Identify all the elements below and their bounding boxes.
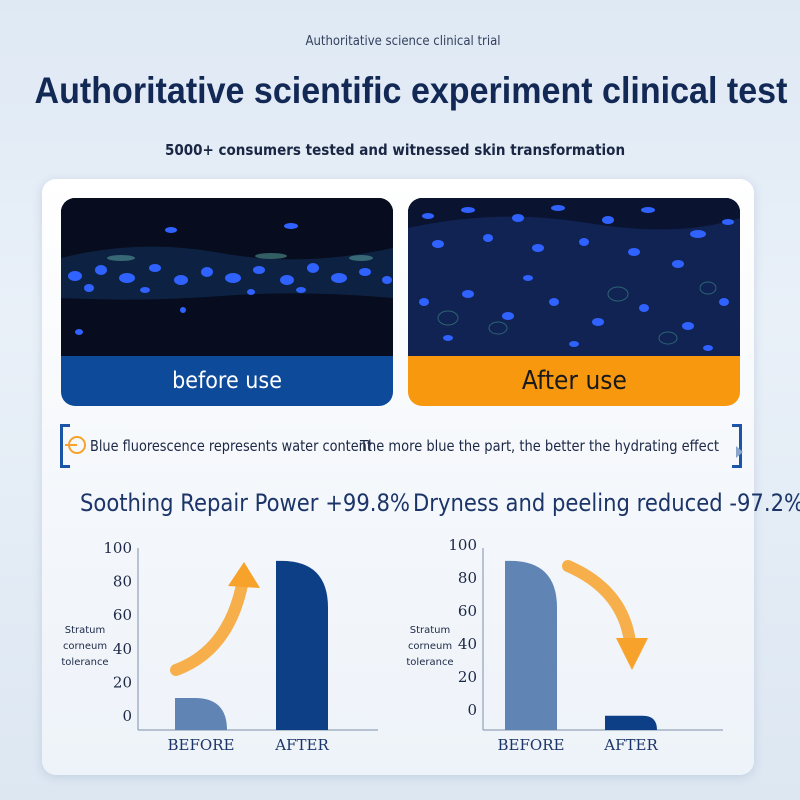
y-axis-label: Stratum: [65, 625, 106, 636]
y-tick-label: 40: [113, 640, 132, 658]
y-axis-label: corneum: [408, 641, 452, 652]
bar-before: [175, 697, 227, 730]
y-tick-label: 40: [458, 635, 477, 653]
y-tick-label: 0: [122, 707, 132, 725]
bracket-left-icon: [60, 424, 70, 468]
chart-soothing: 0 20 40 60 80 100 Stratum corneum tolerance BEFOR…: [40, 530, 378, 760]
y-tick-label: 60: [113, 606, 132, 624]
chart-soothing-svg: 0 20 40 60 80 100 Stratum corneum tolerance BEFOR…: [61, 539, 378, 754]
subtitle: 5000+ consumers tested and witnessed ski…: [164, 141, 626, 159]
x-category-label: AFTER: [603, 736, 658, 754]
trend-up-arrow: [170, 574, 249, 676]
arrow-head-icon: [616, 638, 648, 670]
y-tick-label: 80: [113, 573, 132, 591]
chart-dryness-svg: 0 20 40 60 80 100 Stratum corneum tolerance BEFOR…: [406, 536, 723, 754]
y-axis-label: tolerance: [406, 657, 453, 668]
bar-after: [605, 715, 657, 730]
metric-title-soothing: Soothing Repair Power +99.8%: [80, 489, 410, 517]
y-axis-label: tolerance: [61, 657, 108, 668]
y-tick-label: 60: [458, 602, 477, 620]
y-axis-label: Stratum: [410, 625, 451, 636]
info-icon: [65, 436, 86, 454]
metric-title-dryness: Dryness and peeling reduced -97.2%: [413, 489, 800, 517]
y-tick-label: 100: [103, 539, 132, 557]
x-category-label: BEFORE: [168, 736, 235, 754]
eyebrow-text: Authoritative science clinical trial: [305, 34, 501, 49]
y-tick-label: 0: [467, 701, 477, 719]
note-text-left: Blue fluorescence represents water conte…: [90, 437, 372, 455]
page-title: Authoritative scientific experiment clin…: [34, 70, 788, 111]
after-photo-panel: After use: [408, 198, 740, 406]
trend-down-arrow: [562, 560, 636, 648]
bar-before: [505, 560, 557, 730]
x-category-label: AFTER: [274, 736, 329, 754]
fluorescence-note: Blue fluorescence represents water conte…: [60, 424, 742, 468]
y-tick-label: 20: [458, 668, 477, 686]
before-microscope-image: [61, 198, 393, 356]
after-microscope-image: [408, 198, 740, 356]
caret-right-icon: [736, 446, 743, 458]
y-tick-label: 20: [113, 673, 132, 691]
x-category-label: BEFORE: [498, 736, 565, 754]
y-axis-label: corneum: [63, 641, 107, 652]
y-tick-label: 80: [458, 569, 477, 587]
y-tick-label: 100: [448, 536, 477, 554]
before-photo-panel: before use: [61, 198, 393, 406]
bar-after: [276, 560, 328, 730]
before-label: before use: [61, 356, 393, 406]
arrow-head-icon: [228, 562, 260, 588]
note-text-right: The more blue the part, the better the h…: [360, 437, 719, 455]
after-label: After use: [408, 356, 740, 406]
chart-dryness: 0 20 40 60 80 100 Stratum corneum tolerance BEFOR…: [398, 530, 728, 760]
